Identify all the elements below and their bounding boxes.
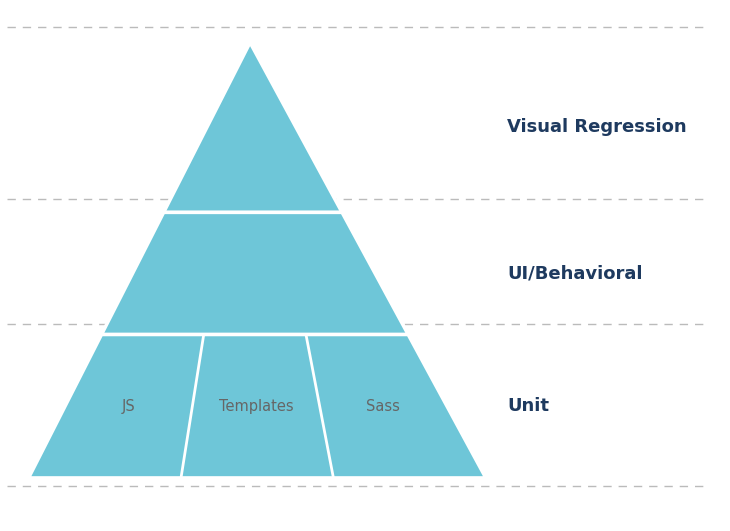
Polygon shape	[28, 335, 486, 478]
Text: Templates: Templates	[219, 399, 293, 414]
Polygon shape	[164, 42, 342, 212]
Text: Visual Regression: Visual Regression	[507, 118, 687, 136]
Text: JS: JS	[122, 399, 136, 414]
Polygon shape	[101, 212, 408, 335]
Text: Sass: Sass	[366, 399, 400, 414]
Text: UI/Behavioral: UI/Behavioral	[507, 264, 642, 282]
Text: Unit: Unit	[507, 397, 549, 415]
